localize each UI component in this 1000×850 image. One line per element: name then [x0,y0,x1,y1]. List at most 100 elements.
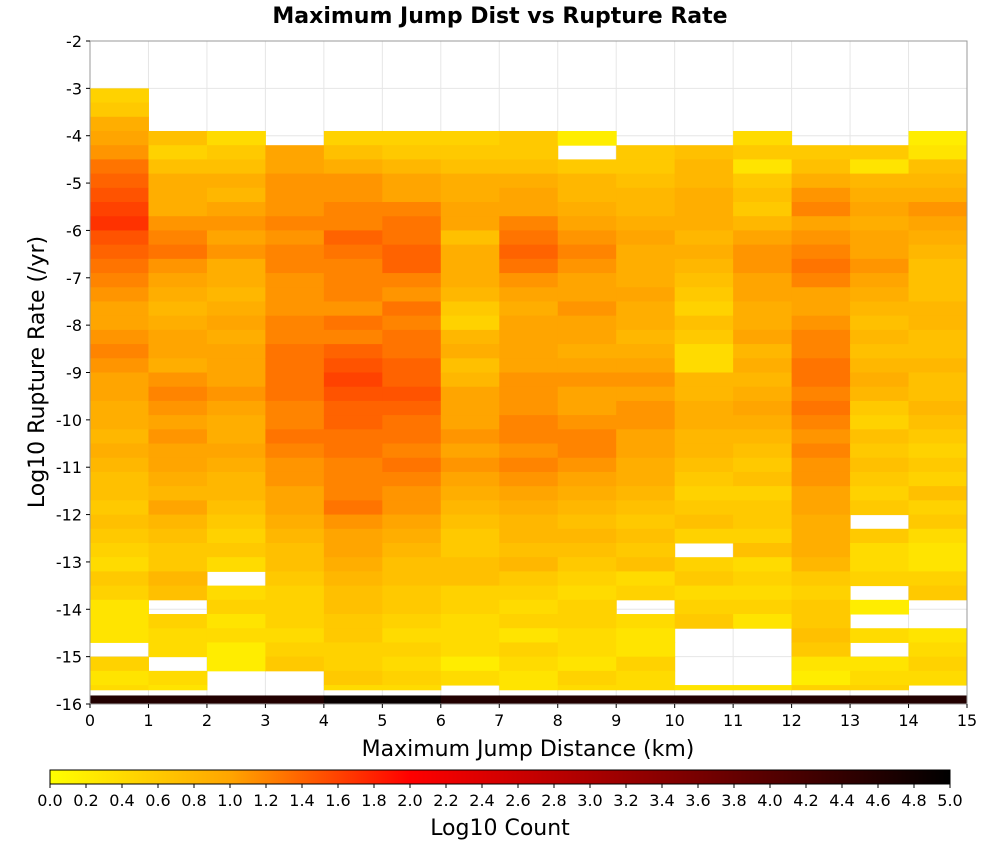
heatmap-cell [499,500,559,516]
heatmap-cell [557,216,617,231]
heatmap-cell [499,216,559,231]
heatmap-cell [323,344,383,359]
heatmap-cell [499,329,559,345]
heatmap-cell [148,415,208,430]
heatmap-cell [382,244,442,260]
heatmap-cell [616,614,676,629]
heatmap-cell [265,287,325,302]
heatmap-cell [616,358,676,373]
heatmap-cell [148,670,208,686]
colorbar-tick-label: 4.2 [793,791,818,810]
heatmap-cell [557,187,617,203]
heatmap-cell [90,301,149,317]
heatmap-cell [323,695,383,704]
heatmap-cell [148,443,208,459]
heatmap-cell [499,187,559,203]
heatmap-cell [148,457,208,473]
heatmap-cell [557,287,617,302]
heatmap-cell [733,358,793,373]
heatmap-cell [382,599,442,615]
heatmap-cell [908,315,968,331]
heatmap-cell [206,695,266,704]
heatmap-cell [733,386,793,402]
heatmap-cell [616,329,676,345]
heatmap-cell [616,557,676,572]
colorbar-tick-label: 1.2 [253,791,278,810]
heatmap-cell [674,386,734,402]
heatmap-cell [323,557,383,572]
heatmap-cell [382,159,442,175]
heatmap-cell [499,614,559,629]
heatmap-cell [791,145,851,160]
heatmap-cell [265,486,325,501]
heatmap-cell [850,685,910,691]
heatmap-cell [265,244,325,260]
heatmap-cell [440,315,500,331]
heatmap-cell [557,230,617,246]
heatmap-cell [90,102,149,118]
heatmap-cell [265,372,325,388]
heatmap-cell [557,614,617,629]
heatmap-cell [440,557,500,572]
heatmap-cell [733,258,793,274]
heatmap-cell [557,301,617,317]
y-tick-label: -16 [56,695,82,714]
heatmap-cell [90,145,149,160]
heatmap-cell [265,571,325,587]
x-tick-label: 7 [494,711,504,730]
heatmap-cell [850,557,910,572]
heatmap-cell [616,202,676,217]
heatmap-cell [323,614,383,629]
colorbar-tick-label: 5.0 [937,791,962,810]
heatmap-cell [674,471,734,487]
heatmap-cell [206,130,266,146]
heatmap-cell [265,315,325,331]
heatmap-cell [90,429,149,445]
heatmap-cell [148,571,208,587]
heatmap-cell [908,628,968,643]
heatmap-cell [206,159,266,175]
heatmap-cell [850,500,910,516]
heatmap-cell [850,216,910,231]
heatmap-cell [206,585,266,601]
heatmap-cell [265,656,325,672]
heatmap-cell [557,173,617,189]
heatmap-cell [440,628,500,643]
heatmap-cell [733,372,793,388]
heatmap-cell [733,415,793,430]
heatmap-cell [499,599,559,615]
heatmap-cell [323,656,383,672]
heatmap-cell [90,656,149,672]
heatmap-cell [323,258,383,274]
heatmap-cell [557,329,617,345]
heatmap-cell [323,500,383,516]
heatmap-cell [616,500,676,516]
colorbar-tick-label: 2.4 [469,791,494,810]
heatmap-cell [440,244,500,260]
heatmap-cell [265,695,325,704]
heatmap-cell [90,500,149,516]
heatmap-cell [791,301,851,317]
x-tick-label: 3 [260,711,270,730]
heatmap-cell [90,457,149,473]
heatmap-cell [440,571,500,587]
heatmap-cell [148,386,208,402]
heatmap-cell [382,542,442,558]
heatmap-cell [148,585,208,601]
colorbar-tick-label: 0.2 [73,791,98,810]
heatmap-cell [440,202,500,217]
heatmap-cell [148,230,208,246]
y-tick-label: -4 [66,127,82,146]
heatmap-cell [90,415,149,430]
heatmap-cell [616,386,676,402]
heatmap-cell [616,301,676,317]
heatmap-cell [148,273,208,288]
heatmap-cell [674,614,734,629]
heatmap-cell [382,642,442,658]
heatmap-cell [323,429,383,445]
heatmap-cell [499,130,559,146]
heatmap-cell [440,514,500,530]
heatmap-cell [440,471,500,487]
heatmap-cell [440,443,500,459]
heatmap-cell [382,695,442,704]
